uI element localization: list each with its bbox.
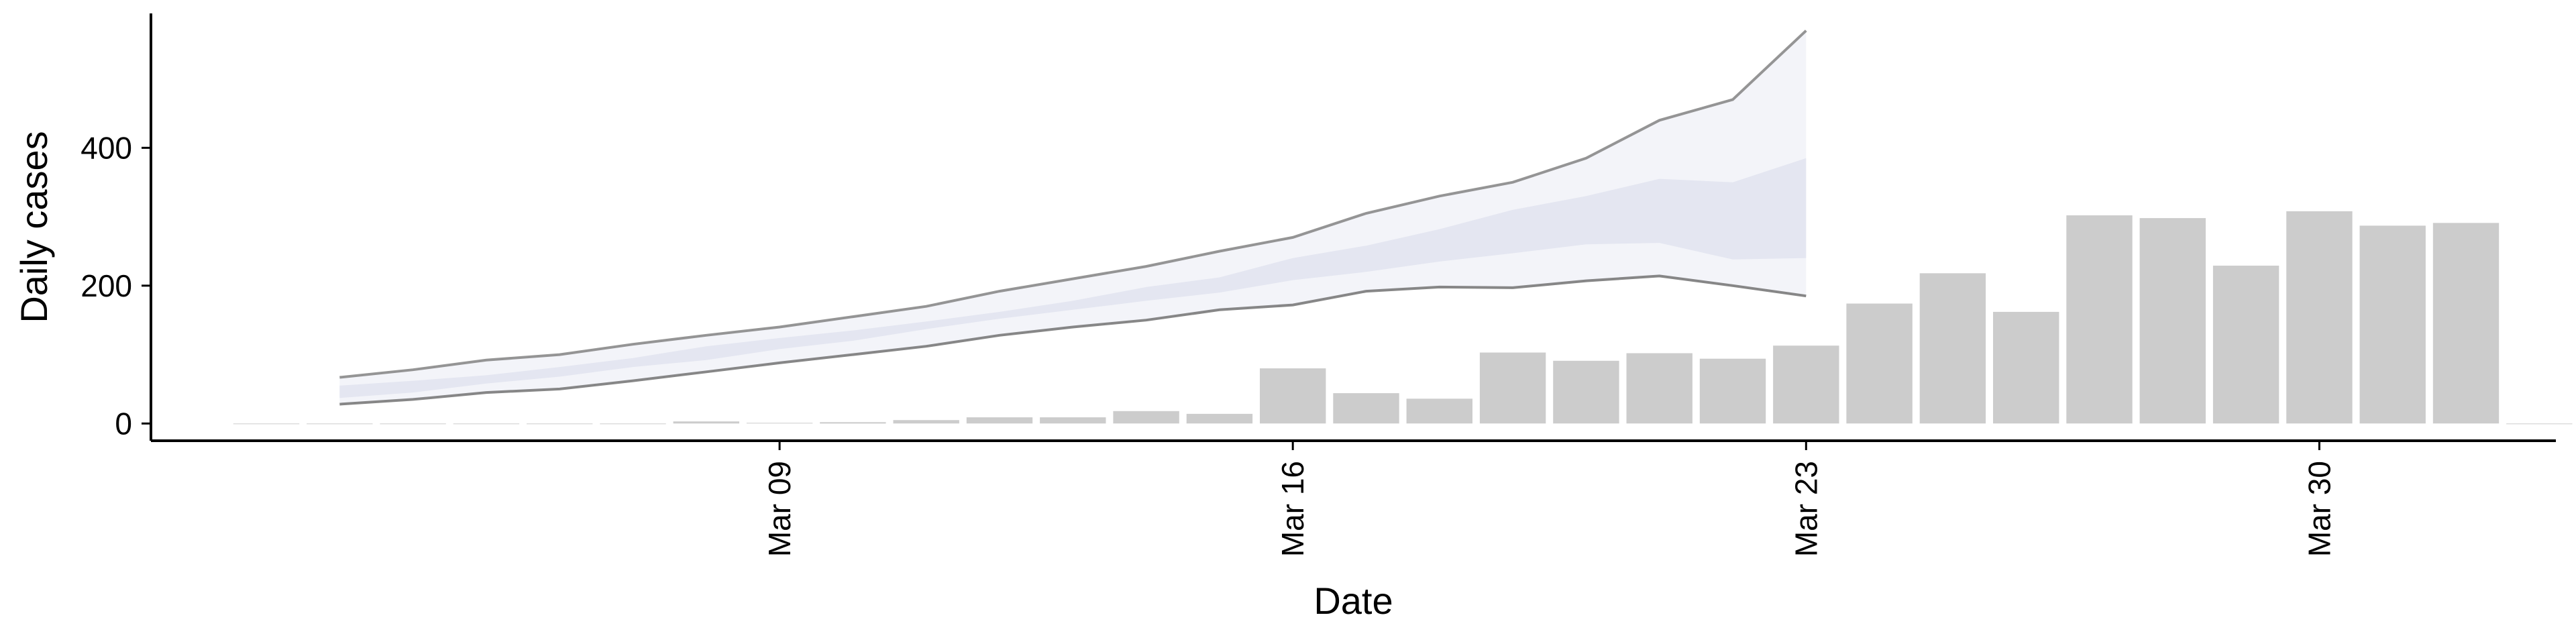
x-tick-label: Mar 16 — [1275, 461, 1310, 557]
bar-mar-07 — [600, 423, 666, 425]
y-axis-title: Daily cases — [13, 131, 55, 323]
x-axis-ticks: Mar 09 Mar 16 Mar 23 Mar 30 — [762, 441, 2337, 557]
bar-mar-06 — [527, 423, 593, 425]
bar-mar-29 — [2212, 266, 2279, 424]
bar-mar-15 — [1186, 413, 1253, 424]
bar-mar-12 — [966, 417, 1033, 424]
bar-mar-11 — [893, 420, 959, 424]
bar-mar-21 — [1626, 353, 1693, 424]
bar-mar-23 — [1773, 345, 1839, 424]
bar-mar-10 — [820, 422, 886, 424]
y-tick-label: 400 — [80, 130, 132, 165]
x-axis-title: Date — [1313, 580, 1393, 622]
bar-mar-16 — [1260, 368, 1326, 424]
bar-mar-05 — [453, 423, 520, 425]
bar-mar-08 — [673, 421, 739, 424]
inner-interval-band — [339, 158, 1807, 398]
axes — [150, 13, 2556, 442]
bar-mar-28 — [2139, 218, 2206, 424]
x-tick-label: Mar 30 — [2302, 461, 2337, 557]
forecast-lines — [339, 30, 1807, 406]
bar-mar-31 — [2359, 225, 2426, 424]
y-axis-ticks: 0 200 400 — [80, 130, 151, 441]
bar-mar-02 — [233, 423, 300, 425]
bar-mar-04 — [380, 423, 446, 425]
bar-mar-30 — [2286, 211, 2353, 424]
bar-apr-01 — [2432, 223, 2500, 424]
bar-mar-18 — [1406, 398, 1472, 424]
bar-apr-02 — [2506, 423, 2573, 425]
bar-mar-22 — [1699, 358, 1766, 424]
bar-mar-27 — [2066, 215, 2133, 424]
daily-case-bars — [233, 211, 2573, 425]
y-tick-label: 0 — [115, 406, 132, 441]
y-tick-label: 200 — [80, 268, 132, 303]
forecast-bands — [339, 30, 1807, 405]
x-tick-label: Mar 09 — [762, 461, 797, 557]
forecast-upper-line — [339, 30, 1807, 379]
bar-mar-14 — [1113, 411, 1179, 424]
bar-mar-25 — [1919, 273, 1986, 424]
bar-mar-26 — [1993, 311, 2059, 424]
bar-mar-17 — [1333, 393, 1399, 424]
bar-mar-03 — [307, 423, 373, 425]
bar-mar-13 — [1040, 417, 1106, 424]
bar-mar-20 — [1553, 360, 1619, 424]
x-tick-label: Mar 23 — [1788, 461, 1823, 557]
bar-mar-24 — [1846, 303, 1913, 424]
bar-mar-19 — [1479, 352, 1546, 424]
forecast-lower-line — [339, 274, 1807, 406]
